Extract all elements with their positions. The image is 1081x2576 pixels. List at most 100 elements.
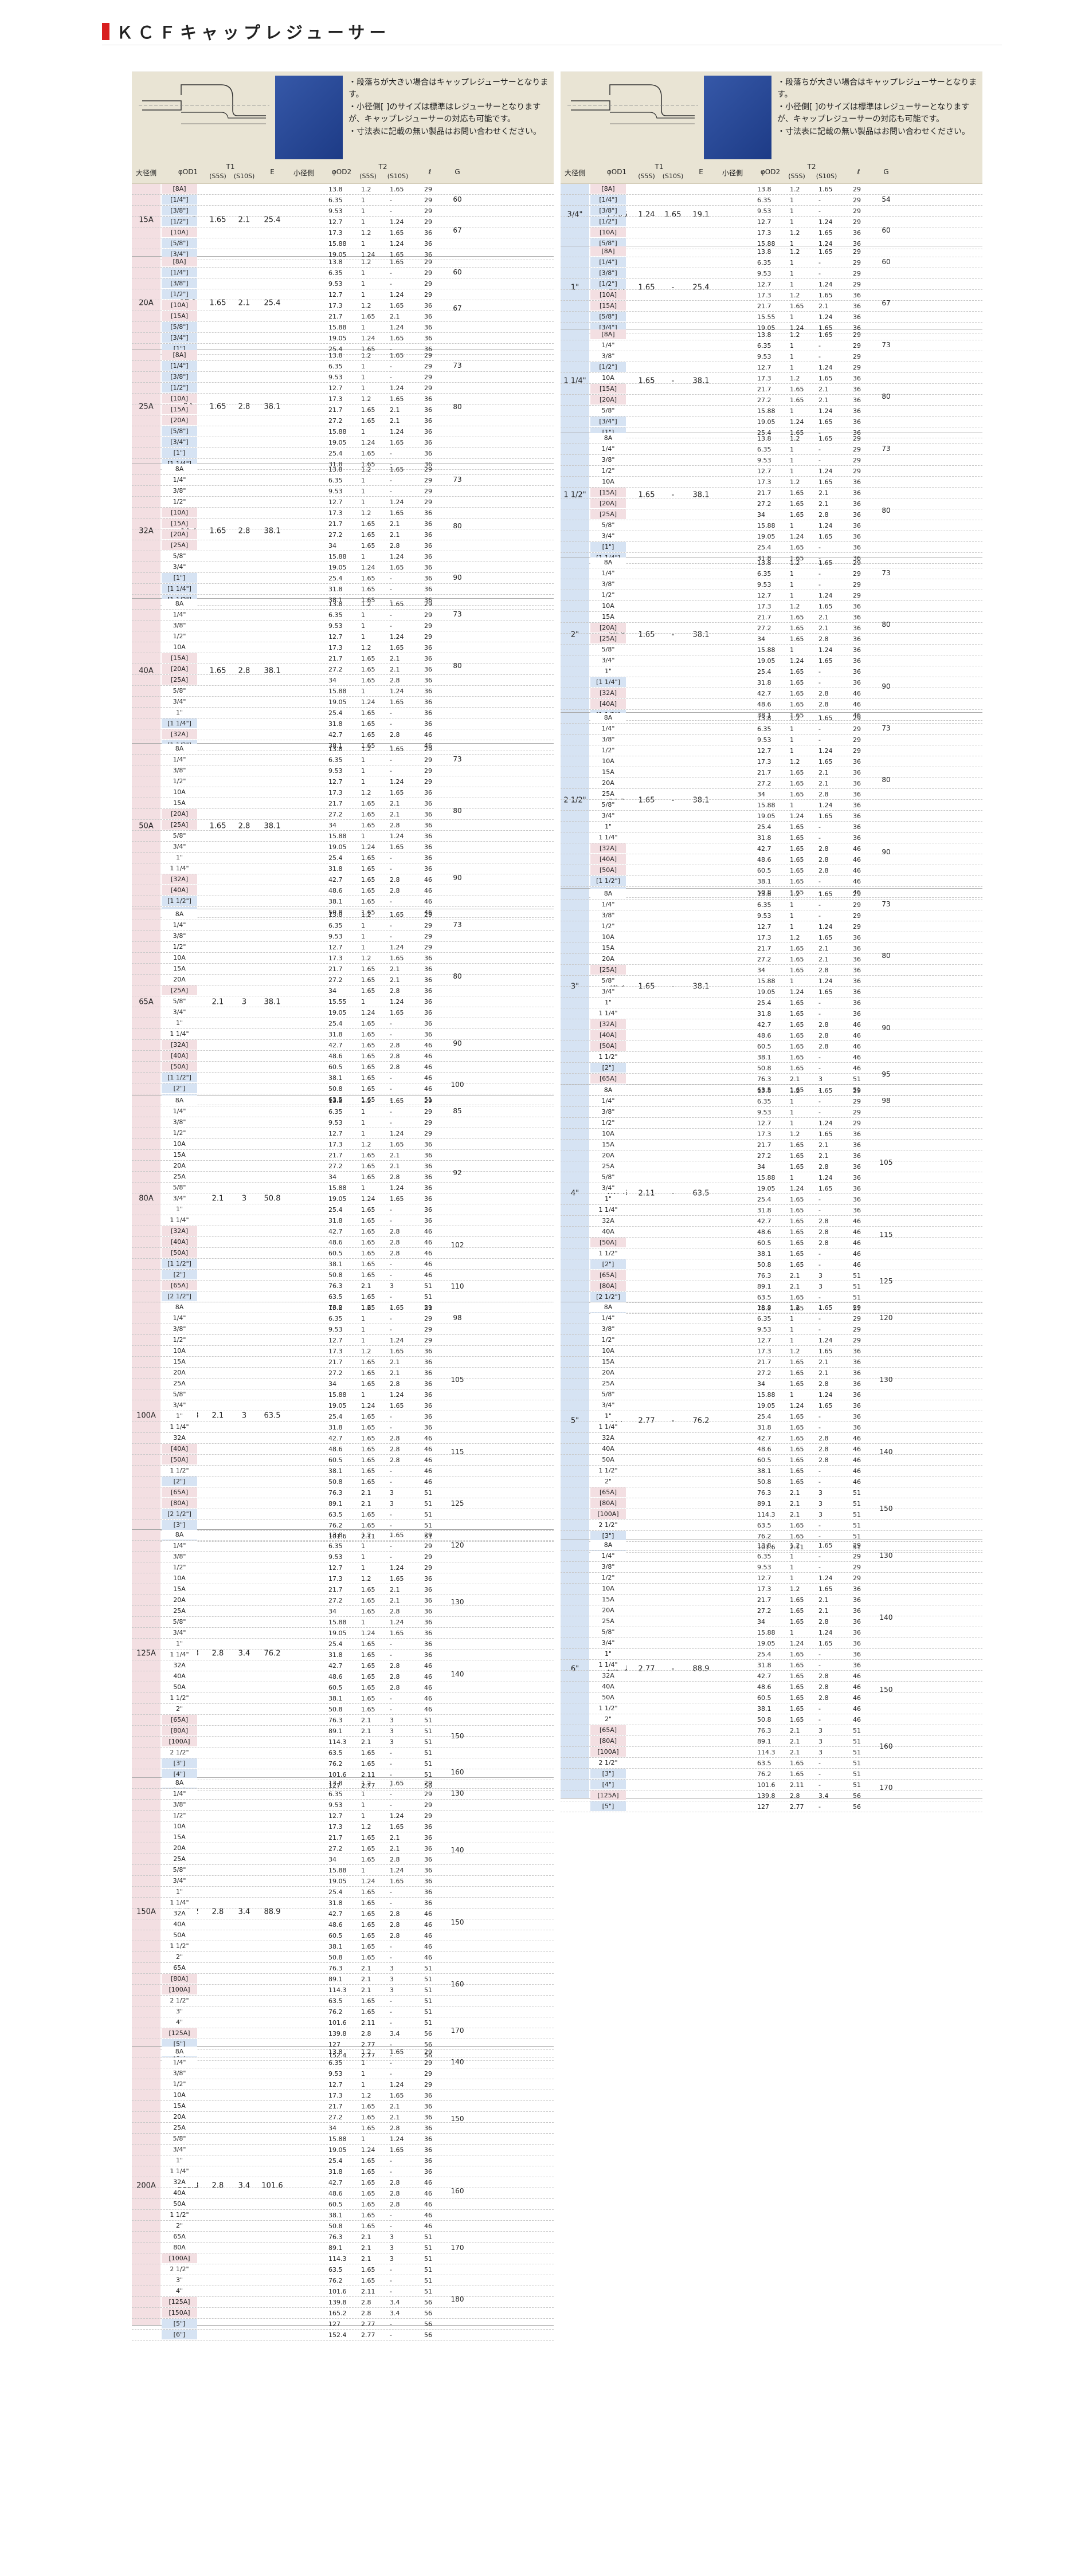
t2-s5s-value: 1.2 xyxy=(790,478,800,486)
t2-s10s-value: - xyxy=(390,2331,392,2339)
t2-s5s-value: 1.65 xyxy=(361,1020,375,1027)
t2-s5s-value: 1 xyxy=(361,2081,365,2088)
l-value: 36 xyxy=(424,509,432,517)
small-size: 5/8" xyxy=(162,1389,197,1399)
t2-s10s-value: - xyxy=(390,269,392,277)
t2-s10s-value: - xyxy=(818,901,821,909)
small-size: 15A xyxy=(590,767,626,777)
l-value: 36 xyxy=(424,1391,432,1399)
t2-s10s-value: - xyxy=(818,725,821,733)
table-row: 1/4" 6.35 1-29 xyxy=(561,340,982,351)
od2-value: 25.4 xyxy=(757,1651,771,1658)
table-row: 15A 21.7 1.65 2.1 36 xyxy=(561,1357,982,1368)
small-size: [15A] xyxy=(162,653,197,663)
od2-value: 31.8 xyxy=(328,461,343,468)
page-title: ＫＣＦキャップレジューサー xyxy=(102,19,390,44)
t2-s10s-value: - xyxy=(390,1304,392,1311)
l-value: 29 xyxy=(424,767,432,775)
small-size: [3"] xyxy=(162,1520,197,1530)
t2-s5s-value: 1.2 xyxy=(790,186,800,193)
small-size: 5/8" xyxy=(590,1389,626,1399)
table-row: 10A 17.3 1.2 1.65 36 xyxy=(132,1346,554,1357)
t1-s10s-value: 3 xyxy=(241,998,247,1007)
l-value: 36 xyxy=(424,1402,432,1409)
t2-s10s-value: - xyxy=(818,555,821,562)
od2-value: 6.35 xyxy=(757,725,771,733)
t2-s5s-value: 1.24 xyxy=(790,1185,804,1192)
table-row: 5/8" 15.55 1 1.24 36 xyxy=(132,996,554,1007)
table-row: 32A 42.7 1.65 2.8 46 xyxy=(132,1909,554,1919)
l-value: 46 xyxy=(853,1446,861,1453)
t2-s5s-value: 1.65 xyxy=(361,1467,375,1475)
table-row: [3/8"] 9.53 1-29 xyxy=(561,206,982,217)
od2-value: 21.7 xyxy=(328,406,343,414)
t2-s5s-value: 1 xyxy=(361,778,365,786)
t2-s5s-value: 1.65 xyxy=(361,1173,375,1181)
t2-s10s-value: 1.65 xyxy=(818,1402,833,1409)
t2-s5s-value: 1 xyxy=(790,646,794,654)
l-value: 36 xyxy=(853,1196,861,1203)
t1-s10s-value: 2.8 xyxy=(238,666,250,676)
od2-value: 13.8 xyxy=(328,1097,343,1105)
t1-s10s-value: - xyxy=(671,796,675,805)
t2-s5s-value: 1.65 xyxy=(361,1163,375,1170)
t2-s10s-value: - xyxy=(390,345,392,353)
t2-s5s-value: 1.2 xyxy=(361,955,371,962)
l-value: 51 xyxy=(424,1727,432,1735)
l-value: 29 xyxy=(424,1130,432,1137)
t2-s5s-value: 1 xyxy=(361,374,365,381)
l-value: 29 xyxy=(853,342,861,350)
od2-value: 12.7 xyxy=(757,1574,771,1582)
table-row: 8A 13.8 1.2 1.65 29 xyxy=(132,599,554,610)
t2-s10s-value: 1.24 xyxy=(390,998,404,1006)
l-value: 29 xyxy=(424,1108,432,1116)
t2-s10s-value: - xyxy=(818,1098,821,1105)
table-row: 1 1/4" 31.8 1.65-36 xyxy=(132,1650,554,1660)
od2-value: 12.7 xyxy=(328,1337,343,1344)
small-size: [3/4"] xyxy=(162,249,197,259)
l-value: 36 xyxy=(853,313,861,321)
od2-value: 19.05 xyxy=(328,335,347,342)
od2-value: 19.05 xyxy=(757,988,775,996)
t2-s5s-value: 1.65 xyxy=(790,889,804,896)
table-row: [65A] 76.3 2.1 3 51 xyxy=(561,1270,982,1281)
table-row: 1/4" 6.35 1-29 xyxy=(561,900,982,910)
t1-s5s-value: 1.65 xyxy=(209,822,226,831)
t2-s10s-value: 3 xyxy=(818,1075,822,1083)
small-size: 3/4" xyxy=(590,1638,626,1648)
product-photo xyxy=(704,76,771,159)
table-row: 3/8" 9.53 1-29 xyxy=(132,1324,554,1335)
od2-value: 19.05 xyxy=(328,1195,347,1203)
od2-value: 48.6 xyxy=(757,1228,771,1236)
t2-s10s-value: - xyxy=(390,1085,392,1093)
small-size: 1/4" xyxy=(162,2057,197,2067)
table-row: 3/8" 9.53 1-29 xyxy=(561,1107,982,1118)
l-value: 46 xyxy=(424,1910,432,1918)
t2-s10s-value: - xyxy=(390,742,392,749)
l-value: 51 xyxy=(424,2008,432,2016)
od2-value: 15.88 xyxy=(328,324,347,331)
l-value: 36 xyxy=(424,450,432,457)
t1-s5s-value: 2.1 xyxy=(211,998,224,1007)
t2-s5s-value: 1.65 xyxy=(361,531,375,539)
od2-value: 31.8 xyxy=(757,1662,771,1669)
t2-s10s-value: 3 xyxy=(390,1282,394,1290)
t2-s5s-value: 1.65 xyxy=(361,2125,375,2132)
od2-value: 48.6 xyxy=(328,1921,343,1929)
table-row: 3/8" 9.53 1-29 xyxy=(132,486,554,497)
t2-s5s-value: 1 xyxy=(361,363,365,370)
t2-s10s-value: 1.65 xyxy=(390,564,404,571)
t2-s5s-value: 1 xyxy=(790,1564,794,1571)
od2-value: 48.6 xyxy=(757,1683,771,1691)
t2-s5s-value: 1.2 xyxy=(361,1141,371,1148)
od2-value: 9.53 xyxy=(757,1109,771,1116)
small-size: [3/4"] xyxy=(162,333,197,343)
size-group: 4" 101.6 2.11-63.5 8A 13.8 1.2 1.65 29 1/4" 6.35 1… xyxy=(561,1085,982,1314)
small-size: [1/4"] xyxy=(162,195,197,205)
od2-value: 13.8 xyxy=(328,352,343,359)
l-value: 51 xyxy=(853,1770,861,1778)
t2-s10s-value: - xyxy=(390,611,392,619)
l-value: 36 xyxy=(424,822,432,829)
